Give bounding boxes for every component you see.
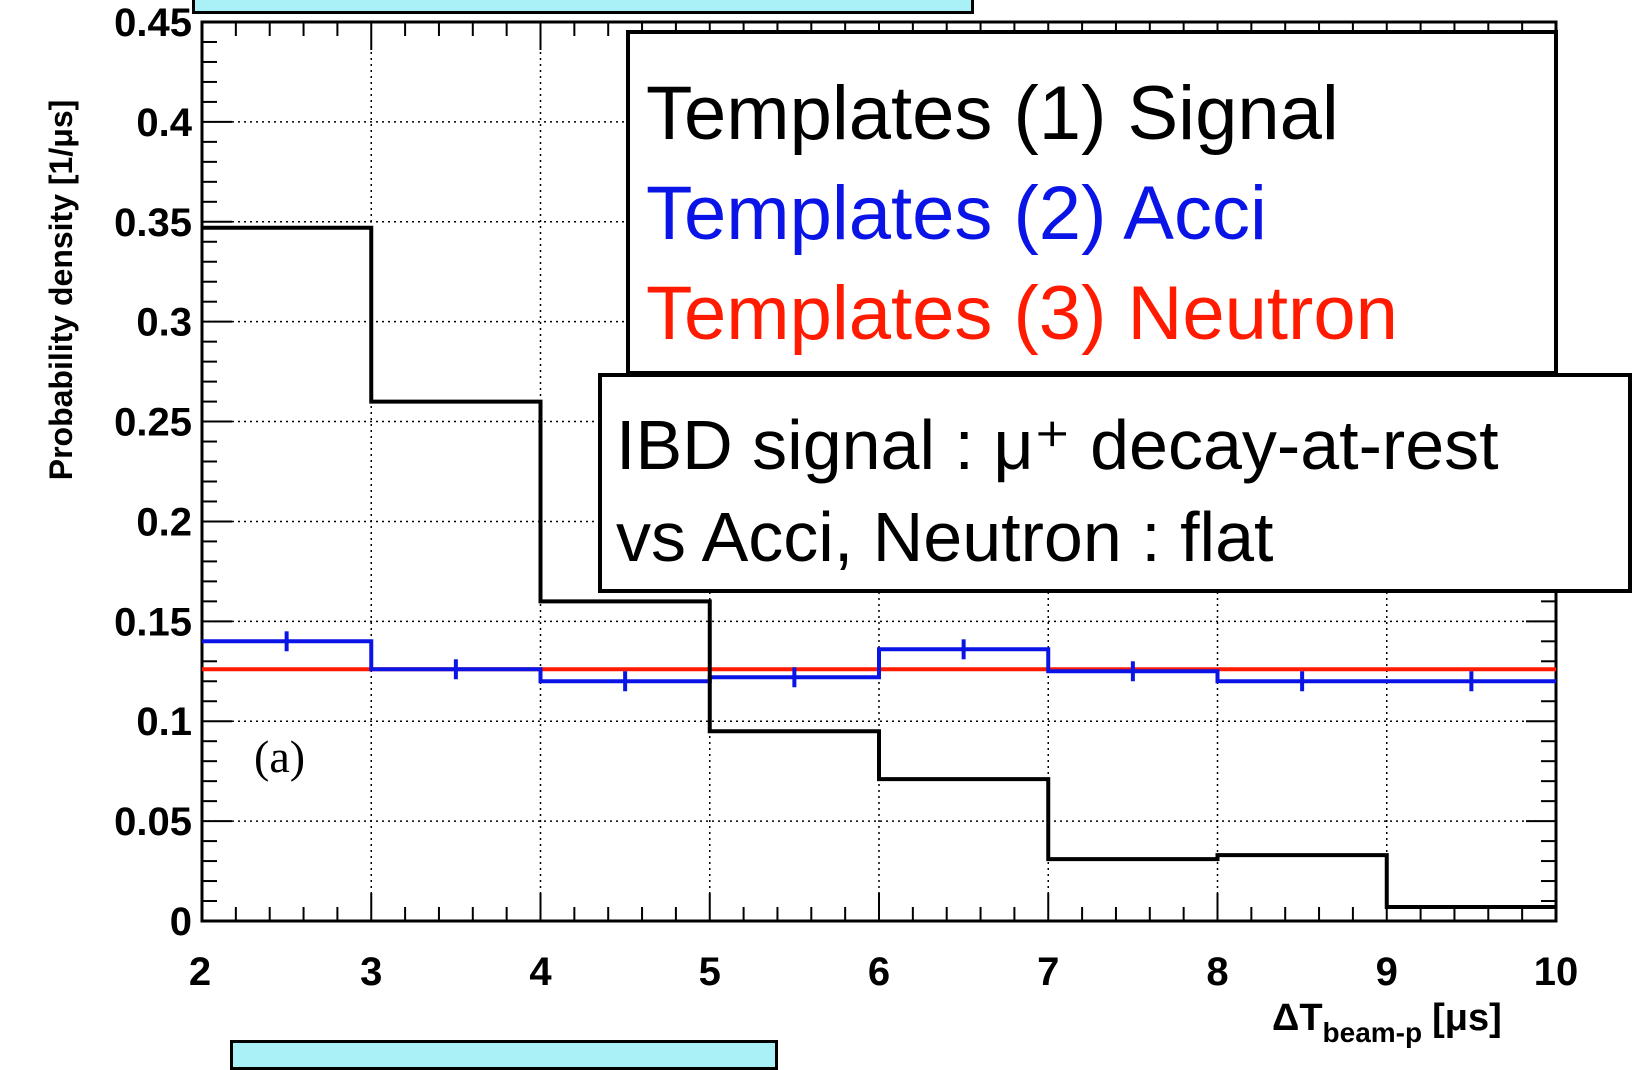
annotation-line-1: IBD signal : μ⁺ decay-at-rest (616, 399, 1628, 491)
x-tick-label: 4 (529, 950, 552, 994)
x-tick-label: 9 (1376, 950, 1398, 994)
x-tick-label: 8 (1206, 950, 1228, 994)
annotation-line-2: vs Acci, Neutron : flat (616, 491, 1628, 583)
legend-entry-acci: Templates (2) Acci (646, 164, 1554, 264)
x-tick-label: 10 (1534, 950, 1579, 994)
cyan-label-box-top (192, 0, 974, 14)
legend-entry-neutron: Templates (3) Neutron (646, 264, 1554, 364)
x-axis-label-main: ΔT (1272, 997, 1323, 1039)
x-tick-label: 7 (1037, 950, 1059, 994)
annotation-box: IBD signal : μ⁺ decay-at-rest vs Acci, N… (598, 373, 1632, 593)
y-tick-label: 0.45 (114, 1, 192, 45)
y-tick-label: 0.15 (114, 600, 192, 644)
y-tick-label: 0.3 (136, 301, 192, 345)
y-axis-label: Probability density [1/μs] (43, 100, 79, 481)
y-tick-label: 0.35 (114, 201, 192, 245)
y-tick-label: 0.1 (136, 700, 192, 744)
panel-label: (a) (254, 730, 305, 783)
x-tick-label: 3 (360, 950, 382, 994)
legend: Templates (1) Signal Templates (2) Acci … (626, 30, 1558, 375)
y-tick-label: 0.2 (136, 500, 192, 544)
y-tick-label: 0.25 (114, 401, 192, 445)
x-axis-label: ΔTbeam-p [μs] (1272, 997, 1502, 1048)
cyan-label-box-bottom (230, 1040, 778, 1070)
y-tick-label: 0.4 (136, 101, 192, 145)
x-tick-label: 5 (699, 950, 721, 994)
y-tick-label: 0 (170, 900, 192, 944)
y-tick-labels: 0 0.05 0.1 0.15 0.2 0.25 0.3 0.35 0.4 0.45 (114, 1, 193, 944)
legend-entry-signal: Templates (1) Signal (646, 64, 1554, 164)
y-tick-label: 0.05 (114, 800, 192, 844)
x-axis-label-unit: [μs] (1432, 997, 1502, 1039)
x-tick-label: 2 (189, 950, 211, 994)
x-tick-labels: 2 3 4 5 6 7 8 9 10 (189, 950, 1578, 994)
x-axis-label-subscript: beam-p (1323, 1017, 1423, 1048)
x-tick-label: 6 (868, 950, 890, 994)
